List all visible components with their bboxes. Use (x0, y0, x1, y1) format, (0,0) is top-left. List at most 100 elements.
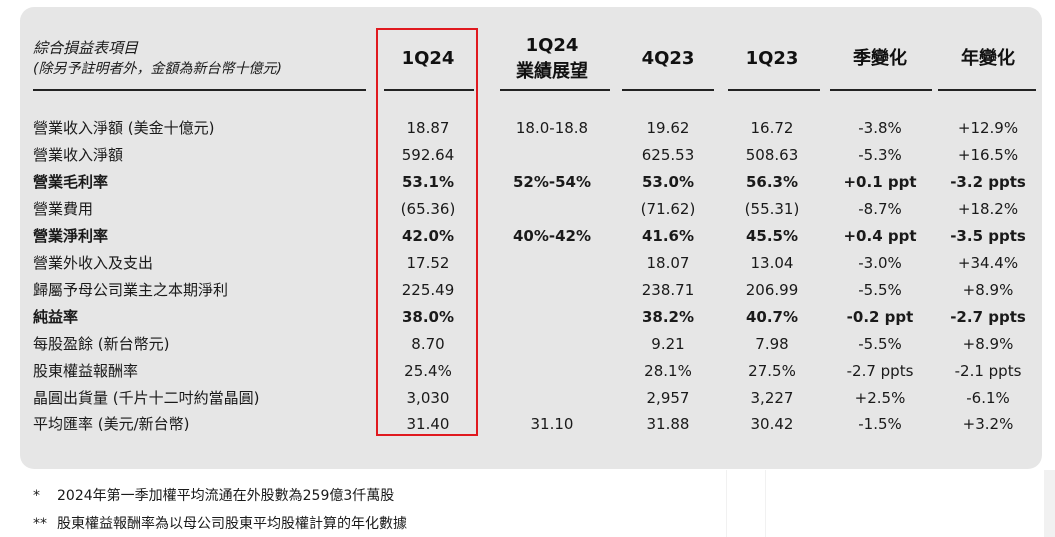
column-header-rule (728, 89, 820, 91)
cell-qoq: -5.5% (858, 335, 902, 353)
column-header-guidance: 1Q24 業績展望 (500, 33, 604, 85)
cell-1q24: 225.49 (401, 281, 455, 299)
cell-4q23: 28.1% (644, 362, 692, 380)
cell-qoq: -5.3% (858, 146, 902, 164)
cell-1q23: 45.5% (745, 227, 799, 245)
cell-qoq: +0.1 ppt (843, 173, 917, 191)
cell-1q24: 53.1% (401, 173, 455, 191)
column-header-rule (500, 89, 610, 91)
cell-yoy: -3.2 ppts (950, 173, 1026, 191)
table-title: 綜合損益表項目 (33, 39, 139, 57)
cell-qoq: -3.0% (858, 254, 902, 272)
background-gridline (726, 470, 727, 537)
row-label: 營業外收入及支出 (33, 254, 154, 272)
footnote-text: 2024年第一季加權平均流通在外股數為259億3仟萬股 (57, 488, 395, 504)
column-header-1q24: 1Q24 (401, 48, 455, 69)
cell-1q24: 42.0% (401, 227, 455, 245)
cell-4q23: 41.6% (641, 227, 695, 245)
column-header-guidance-line1: 1Q24 (525, 35, 579, 56)
cell-qoq: -1.5% (858, 415, 902, 433)
cell-guidance: 18.0-18.8 (515, 119, 589, 137)
cell-1q23: 7.98 (755, 335, 789, 353)
cell-1q24: 25.4% (404, 362, 452, 380)
row-label: 晶圓出貨量 (千片十二吋約當晶圓) (33, 389, 260, 407)
cell-qoq: -5.5% (858, 281, 902, 299)
cell-1q23: 16.72 (750, 119, 794, 137)
footnote-mark: ** (33, 516, 47, 532)
table-row: 歸屬予母公司業主之本期淨利 225.49 238.71 206.99 -5.5%… (0, 277, 1055, 304)
row-label: 平均匯率 (美元/新台幣) (33, 415, 190, 433)
table-panel (20, 7, 1042, 469)
cell-4q23: 31.88 (646, 415, 690, 433)
table-subtitle: (除另予註明者外，金額為新台幣十億元) (33, 61, 282, 77)
cell-1q24: 3,030 (406, 389, 450, 407)
cell-1q23: 27.5% (748, 362, 796, 380)
cell-4q23: 38.2% (641, 308, 695, 326)
cell-yoy: +3.2% (962, 415, 1014, 433)
row-label: 歸屬予母公司業主之本期淨利 (33, 281, 229, 299)
footnote: * 2024年第一季加權平均流通在外股數為259億3仟萬股 (33, 486, 394, 506)
table-row: 營業收入淨額 (美金十億元) 18.87 18.0-18.8 19.62 16.… (0, 115, 1055, 142)
table-header-title: 綜合損益表項目 (除另予註明者外，金額為新台幣十億元) (33, 38, 282, 80)
column-header-yoy: 年變化 (961, 48, 1015, 69)
cell-qoq: +0.4 ppt (843, 227, 917, 245)
cell-4q23: 2,957 (646, 389, 690, 407)
row-label: 營業費用 (33, 200, 94, 218)
row-label: 營業毛利率 (33, 173, 109, 191)
cell-4q23: 9.21 (651, 335, 685, 353)
column-header-rule (384, 89, 474, 91)
table-row: 營業外收入及支出 17.52 18.07 13.04 -3.0% +34.4% (0, 250, 1055, 277)
background-gridline (765, 470, 766, 537)
cell-1q24: (65.36) (400, 200, 456, 218)
column-header-4q23: 4Q23 (641, 48, 695, 69)
column-header-rule (938, 89, 1036, 91)
cell-4q23: 19.62 (646, 119, 690, 137)
table-row: 營業淨利率 42.0% 40%-42% 41.6% 45.5% +0.4 ppt… (0, 223, 1055, 250)
table-row: 純益率 38.0% 38.2% 40.7% -0.2 ppt -2.7 ppts (0, 304, 1055, 331)
background-gridline (1044, 470, 1055, 537)
cell-yoy: +16.5% (957, 146, 1019, 164)
row-label: 營業收入淨額 (33, 146, 124, 164)
row-label: 營業淨利率 (33, 227, 109, 245)
cell-4q23: 625.53 (641, 146, 695, 164)
cell-yoy: -2.1 ppts (954, 362, 1022, 380)
current-quarter-highlight (376, 28, 478, 436)
cell-1q24: 18.87 (406, 119, 450, 137)
cell-1q24: 31.40 (406, 415, 450, 433)
row-label: 股東權益報酬率 (33, 362, 139, 380)
header-divider (33, 89, 366, 91)
cell-1q23: 508.63 (745, 146, 799, 164)
row-label: 純益率 (33, 308, 79, 326)
cell-4q23: 18.07 (646, 254, 690, 272)
cell-yoy: +34.4% (957, 254, 1019, 272)
footnote-mark: * (33, 488, 40, 504)
cell-1q23: 30.42 (750, 415, 794, 433)
footnote-text: 股東權益報酬率為以母公司股東平均股權計算的年化數據 (57, 516, 407, 532)
table-row: 平均匯率 (美元/新台幣) 31.40 31.10 31.88 30.42 -1… (0, 411, 1055, 438)
cell-1q24: 17.52 (406, 254, 450, 272)
table-row: 營業費用 (65.36) (71.62) (55.31) -8.7% +18.2… (0, 196, 1055, 223)
cell-yoy: +12.9% (957, 119, 1019, 137)
cell-yoy: -6.1% (966, 389, 1010, 407)
table-row: 股東權益報酬率 25.4% 28.1% 27.5% -2.7 ppts -2.1… (0, 358, 1055, 385)
footnote: ** 股東權益報酬率為以母公司股東平均股權計算的年化數據 (33, 514, 407, 534)
column-header-guidance-line2: 業績展望 (516, 61, 588, 82)
cell-1q23: 206.99 (745, 281, 799, 299)
cell-qoq: -8.7% (858, 200, 902, 218)
cell-yoy: +8.9% (962, 281, 1014, 299)
column-header-rule (830, 89, 932, 91)
cell-yoy: +18.2% (957, 200, 1019, 218)
cell-qoq: -3.8% (858, 119, 902, 137)
cell-yoy: +8.9% (962, 335, 1014, 353)
cell-guidance: 40%-42% (512, 227, 592, 245)
cell-qoq: -2.7 ppts (846, 362, 914, 380)
row-label: 每股盈餘 (新台幣元) (33, 335, 170, 353)
cell-1q23: 13.04 (750, 254, 794, 272)
cell-qoq: -0.2 ppt (846, 308, 914, 326)
table-row: 營業毛利率 53.1% 52%-54% 53.0% 56.3% +0.1 ppt… (0, 169, 1055, 196)
column-header-rule (622, 89, 714, 91)
cell-1q24: 8.70 (411, 335, 445, 353)
table-row: 營業收入淨額 592.64 625.53 508.63 -5.3% +16.5% (0, 142, 1055, 169)
cell-1q23: 40.7% (745, 308, 799, 326)
